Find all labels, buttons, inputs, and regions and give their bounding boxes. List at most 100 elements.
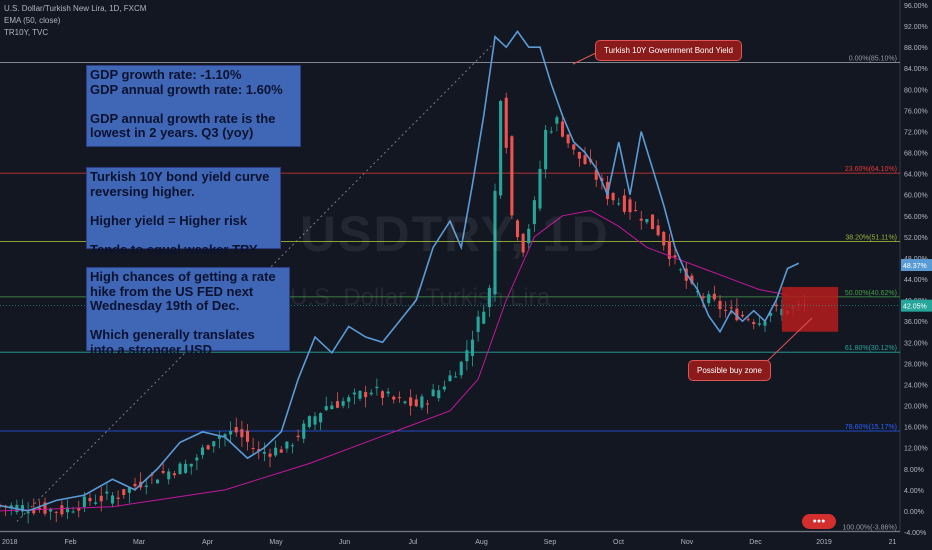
- candle-body: [302, 423, 306, 439]
- candle-body: [594, 169, 598, 180]
- candle-body: [341, 401, 345, 406]
- candle-body: [110, 495, 115, 504]
- callout-bond-yield[interactable]: Turkish 10Y Government Bond Yield: [595, 40, 742, 61]
- y-tick-label: 68.00%: [904, 151, 928, 158]
- candle-body: [763, 321, 767, 326]
- candle-body: [268, 453, 272, 457]
- candle-body: [167, 471, 171, 480]
- candle-body: [285, 441, 289, 449]
- candle-body: [82, 496, 86, 507]
- candle-body: [65, 507, 70, 513]
- candle-body: [184, 463, 188, 473]
- candle-body: [662, 231, 666, 246]
- note-line: into a stronger USD: [90, 341, 213, 357]
- callout-pointer: [572, 51, 599, 65]
- candle-body: [251, 448, 255, 450]
- watermark-ticker: USDTRY, 1D: [300, 206, 610, 262]
- candle-body: [634, 210, 638, 212]
- y-tick-label: 76.00%: [904, 108, 928, 115]
- candle-body: [667, 241, 671, 259]
- candle-body: [532, 200, 536, 225]
- candle-body: [352, 392, 356, 395]
- ema-line: [0, 210, 788, 512]
- candle-body: [32, 508, 36, 514]
- candle-body: [105, 491, 109, 494]
- note-line: Which generally translates: [90, 327, 255, 342]
- y-tick-label: 36.00%: [904, 319, 928, 326]
- note-line: High chances of getting a rate: [90, 269, 276, 284]
- candle-body: [94, 502, 98, 504]
- candle-body: [43, 502, 47, 514]
- candle-body: [195, 457, 199, 461]
- candle-body: [639, 218, 643, 221]
- candle-body: [740, 314, 745, 317]
- candle-body: [583, 155, 587, 165]
- callout-pointer: [759, 317, 813, 369]
- candle-body: [347, 397, 351, 402]
- candle-body: [296, 435, 300, 438]
- tr10y-indicator-label[interactable]: TR10Y, TVC: [4, 28, 49, 37]
- candle-body: [414, 399, 418, 407]
- candle-body: [307, 416, 311, 428]
- candle-body: [521, 233, 525, 253]
- y-tick-label: 20.00%: [904, 404, 928, 411]
- x-tick-label: Feb: [64, 539, 76, 546]
- note-line: reversing higher.: [90, 183, 195, 199]
- candle-body: [560, 121, 565, 137]
- candle-body: [724, 309, 728, 311]
- callout-buy-zone[interactable]: Possible buy zone: [688, 360, 771, 381]
- candle-body: [127, 487, 131, 493]
- y-tick-label: 60.00%: [904, 193, 928, 200]
- note-line: [90, 97, 297, 112]
- note-line: [90, 199, 277, 214]
- candle-body: [397, 397, 401, 399]
- candle-body: [673, 255, 677, 258]
- symbol-badge-icon[interactable]: ●●●: [802, 514, 836, 529]
- candle-body: [510, 136, 514, 216]
- note-gdp: GDP growth rate: -1.10% GDP annual growt…: [86, 65, 301, 147]
- candle-body: [476, 316, 480, 332]
- candle-body: [499, 101, 503, 196]
- y-tick-label: 52.00%: [904, 235, 928, 242]
- candle-body: [515, 220, 520, 238]
- watermark-name: U.S. Dollar / Turkish Lira: [290, 284, 551, 311]
- candle-body: [99, 495, 103, 502]
- candle-body: [189, 463, 193, 467]
- candle-body: [240, 429, 244, 438]
- candle-body: [493, 190, 497, 295]
- current-price-badge: 42.05%: [903, 304, 927, 311]
- candle-body: [757, 323, 761, 325]
- fib-level-label: 38.20%(51.11%): [845, 235, 897, 242]
- x-tick-label: Dec: [749, 539, 762, 546]
- candle-body: [122, 489, 126, 496]
- candle-body: [116, 497, 120, 499]
- candle-body: [656, 225, 660, 236]
- candle-body: [690, 275, 694, 284]
- candle-body: [701, 296, 705, 299]
- candle-body: [425, 403, 430, 405]
- note-line: hike from the US FED next: [90, 283, 254, 299]
- trend-line: [16, 36, 501, 522]
- candle-body: [54, 511, 58, 513]
- candle-body: [442, 386, 446, 390]
- note-line: Higher yield = Higher risk: [90, 212, 248, 228]
- candle-body: [448, 375, 452, 382]
- yield-price-badge-bg: [901, 259, 932, 272]
- candle-body: [324, 406, 328, 411]
- candle-body: [26, 512, 30, 514]
- x-tick-label: Mar: [133, 539, 146, 546]
- candle-body: [746, 319, 750, 321]
- y-tick-label: 84.00%: [904, 66, 928, 73]
- candle-body: [549, 131, 553, 133]
- candle-body: [628, 199, 632, 213]
- note-fed: High chances of getting a rate hike from…: [86, 267, 290, 356]
- candle-body: [319, 413, 323, 423]
- candle-body: [257, 449, 261, 451]
- note-line: GDP annual growth rate: 1.60%: [90, 81, 283, 97]
- ema-indicator-label[interactable]: EMA (50, close): [4, 16, 61, 25]
- candle-body: [279, 449, 283, 453]
- candle-body: [88, 498, 92, 502]
- candle-body: [544, 129, 548, 170]
- x-tick-label: Apr: [202, 539, 214, 546]
- note-bond: Turkish 10Y bond yield curve reversing h…: [86, 167, 281, 256]
